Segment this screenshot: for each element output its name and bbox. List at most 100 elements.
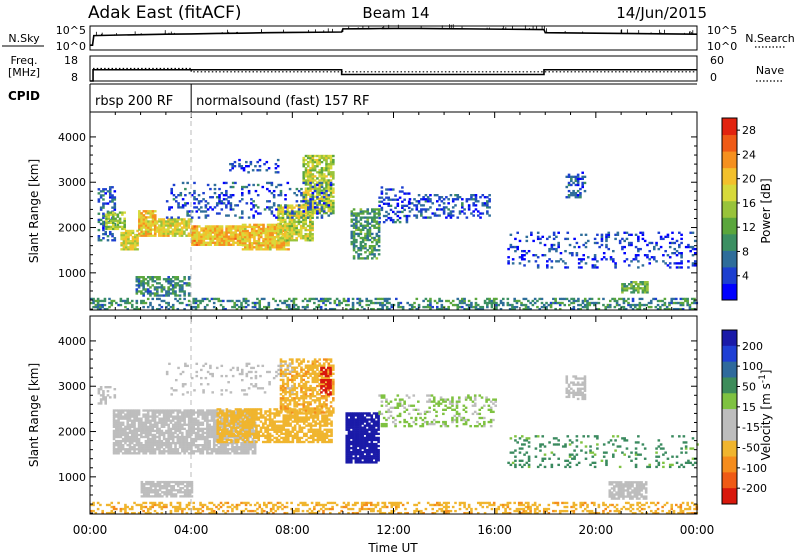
data-cell (127, 248, 130, 251)
data-cell (124, 305, 127, 309)
data-cell (174, 200, 178, 203)
data-cell (380, 200, 384, 203)
data-cell (210, 417, 214, 420)
data-cell (212, 448, 216, 451)
data-cell (171, 423, 175, 426)
data-cell (244, 225, 247, 229)
data-cell (320, 208, 324, 211)
data-cell (290, 226, 294, 230)
data-cell (572, 194, 575, 197)
data-cell (275, 216, 278, 219)
data-cell (183, 423, 186, 426)
data-cell (355, 222, 358, 225)
data-cell (320, 185, 324, 189)
data-cell (357, 234, 360, 238)
data-cell (158, 232, 161, 235)
data-cell (196, 305, 200, 309)
data-cell (286, 235, 289, 238)
data-cell (377, 230, 381, 234)
data-cell (241, 410, 245, 413)
data-cell (119, 429, 123, 433)
data-cell (137, 286, 141, 289)
data-cell (252, 436, 256, 440)
data-cell (508, 303, 512, 307)
data-cell (183, 226, 186, 229)
data-cell (238, 229, 242, 232)
data-cell (216, 243, 219, 246)
data-cell (511, 307, 514, 311)
data-cell (144, 228, 148, 231)
data-cell (165, 429, 168, 433)
data-cell (207, 231, 210, 234)
data-cell (583, 189, 587, 193)
data-cell (117, 411, 120, 414)
data-cell (259, 414, 263, 417)
data-cell (257, 416, 261, 419)
data-cell (515, 301, 519, 305)
data-cell (377, 226, 381, 229)
data-cell (445, 206, 448, 209)
data-cell (244, 297, 248, 301)
data-cell (253, 450, 257, 453)
data-cell (138, 218, 141, 221)
data-cell (675, 297, 678, 301)
data-cell (565, 297, 569, 301)
data-cell (319, 305, 323, 309)
data-cell (246, 235, 249, 239)
data-cell (115, 429, 118, 433)
data-cell (99, 388, 103, 391)
data-cell (171, 288, 175, 291)
data-cell (115, 409, 118, 412)
data-cell (193, 225, 197, 228)
data-cell (222, 446, 225, 449)
data-cell (250, 233, 254, 237)
data-cell (311, 203, 315, 207)
data-cell (276, 307, 280, 311)
data-cell (183, 292, 186, 295)
data-cell (190, 433, 193, 437)
data-cell (160, 290, 164, 293)
data-cell (426, 196, 430, 199)
data-cell (467, 198, 471, 201)
data-cell (184, 194, 187, 197)
data-cell (255, 424, 258, 427)
data-cell (281, 239, 285, 242)
data-cell (255, 434, 258, 438)
data-cell (415, 206, 419, 209)
data-cell (231, 181, 235, 185)
data-cell (413, 198, 416, 201)
data-cell (97, 239, 101, 242)
data-cell (255, 426, 258, 429)
data-cell (557, 231, 560, 234)
data-cell (119, 417, 123, 420)
data-cell (322, 181, 326, 184)
data-cell (576, 189, 580, 193)
data-cell (153, 448, 157, 451)
data-cell (215, 452, 218, 455)
data-cell (264, 246, 268, 249)
data-cell (593, 258, 597, 261)
data-cell (181, 433, 184, 437)
data-cell (278, 299, 282, 303)
data-cell (252, 420, 256, 423)
data-cell (156, 448, 159, 451)
data-cell (563, 303, 567, 307)
data-cell (646, 289, 649, 292)
data-cell (286, 239, 289, 242)
data-cell (318, 202, 321, 205)
data-cell (272, 214, 276, 217)
data-cell (311, 201, 315, 205)
data-cell (229, 162, 232, 166)
data-cell (499, 299, 503, 303)
data-cell (285, 303, 289, 307)
data-cell (216, 229, 219, 232)
data-cell (160, 299, 164, 303)
data-cell (275, 244, 279, 247)
data-cell (306, 239, 310, 242)
data-cell (262, 225, 265, 229)
data-cell (252, 204, 255, 207)
data-cell (311, 175, 315, 178)
data-cell (230, 412, 233, 415)
data-cell (266, 432, 270, 436)
data-cell (332, 191, 335, 194)
